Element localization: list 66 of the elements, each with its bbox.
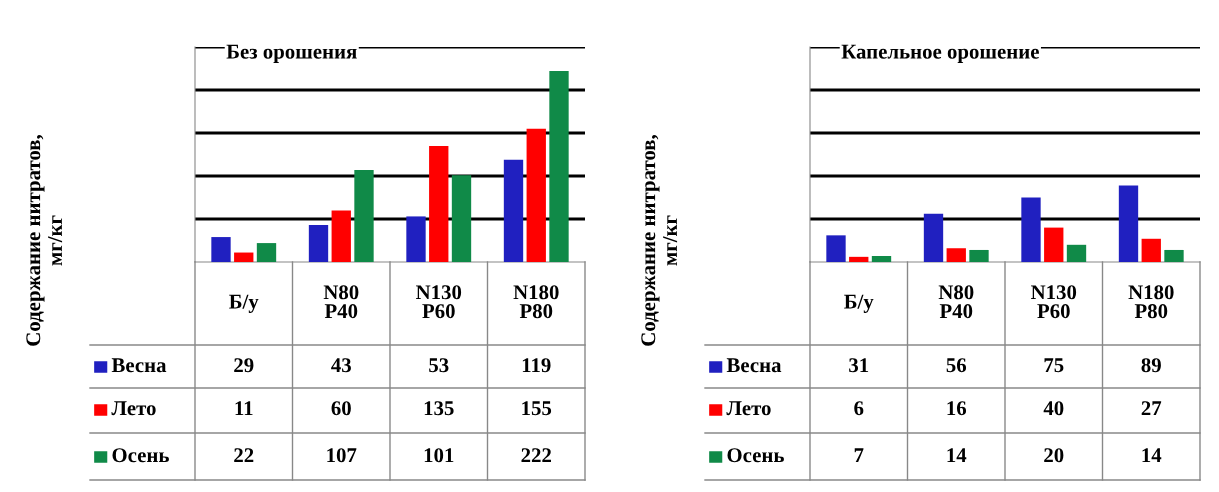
bar [234, 252, 254, 262]
legend-label: Весна [111, 358, 167, 373]
bar [308, 225, 329, 262]
x-tick-label: Б/у [844, 294, 874, 313]
data-label: 119 [522, 358, 551, 373]
data-label: 16 [947, 401, 967, 416]
y-axis-title: Содержание нитратов, мг/кг [26, 135, 63, 346]
data-label: 60 [331, 401, 351, 416]
x-tick-label: N130 P60 [416, 285, 462, 319]
x-tick-label: N80 P40 [938, 285, 974, 319]
data-label: 6 [854, 401, 864, 416]
bar [946, 248, 966, 262]
data-label: 43 [331, 358, 351, 373]
data-label: 22 [234, 448, 254, 463]
bar [871, 255, 892, 262]
bar [1044, 227, 1064, 262]
data-label: 101 [424, 448, 454, 463]
data-label: 31 [849, 358, 869, 373]
bar [331, 210, 351, 262]
legend-label: Лето [111, 401, 156, 416]
data-label: 89 [1141, 358, 1161, 373]
data-label: 7 [854, 448, 864, 463]
bar [1164, 249, 1184, 262]
data-label: 107 [327, 448, 357, 463]
data-label: 14 [1142, 448, 1162, 463]
bar [1141, 238, 1161, 262]
legend-label: Лето [726, 401, 771, 416]
data-label: 75 [1044, 358, 1064, 373]
bar [211, 237, 231, 262]
chart-title: Без орошения [226, 44, 357, 63]
bar [256, 243, 277, 262]
bar [1021, 197, 1041, 262]
legend-label: Осень [112, 448, 169, 463]
x-tick-label: N180 P80 [513, 285, 559, 319]
data-label: 53 [429, 358, 449, 373]
x-tick-label: N130 P60 [1031, 285, 1077, 319]
bar [549, 71, 569, 262]
x-tick-label: Б/у [229, 294, 259, 313]
bar [849, 256, 869, 262]
x-tick-label: N80 P40 [323, 285, 359, 319]
data-label: 27 [1141, 401, 1162, 416]
bar [503, 159, 524, 262]
x-tick-label: N180 P80 [1128, 285, 1174, 319]
chart-title: Капельное орошение [841, 44, 1039, 63]
data-label: 40 [1043, 401, 1064, 416]
bar [826, 235, 846, 262]
bar [969, 249, 989, 262]
bar [406, 216, 426, 262]
data-label: 222 [521, 448, 551, 463]
bar [1118, 185, 1139, 262]
data-label: 135 [424, 401, 454, 416]
data-label: 20 [1044, 448, 1064, 463]
data-label: 56 [946, 358, 967, 373]
bar [354, 169, 374, 262]
bar [923, 213, 944, 262]
data-label: 14 [947, 448, 967, 463]
bar [429, 145, 449, 262]
bar [526, 128, 546, 262]
bar [451, 175, 472, 262]
data-label: 155 [522, 401, 552, 416]
data-label: 11 [235, 401, 253, 416]
bar [1066, 244, 1087, 262]
y-axis-title: Содержание нитратов, мг/кг [641, 135, 678, 346]
data-label: 29 [234, 358, 254, 373]
legend-label: Весна [726, 358, 782, 373]
legend-label: Осень [727, 448, 784, 463]
